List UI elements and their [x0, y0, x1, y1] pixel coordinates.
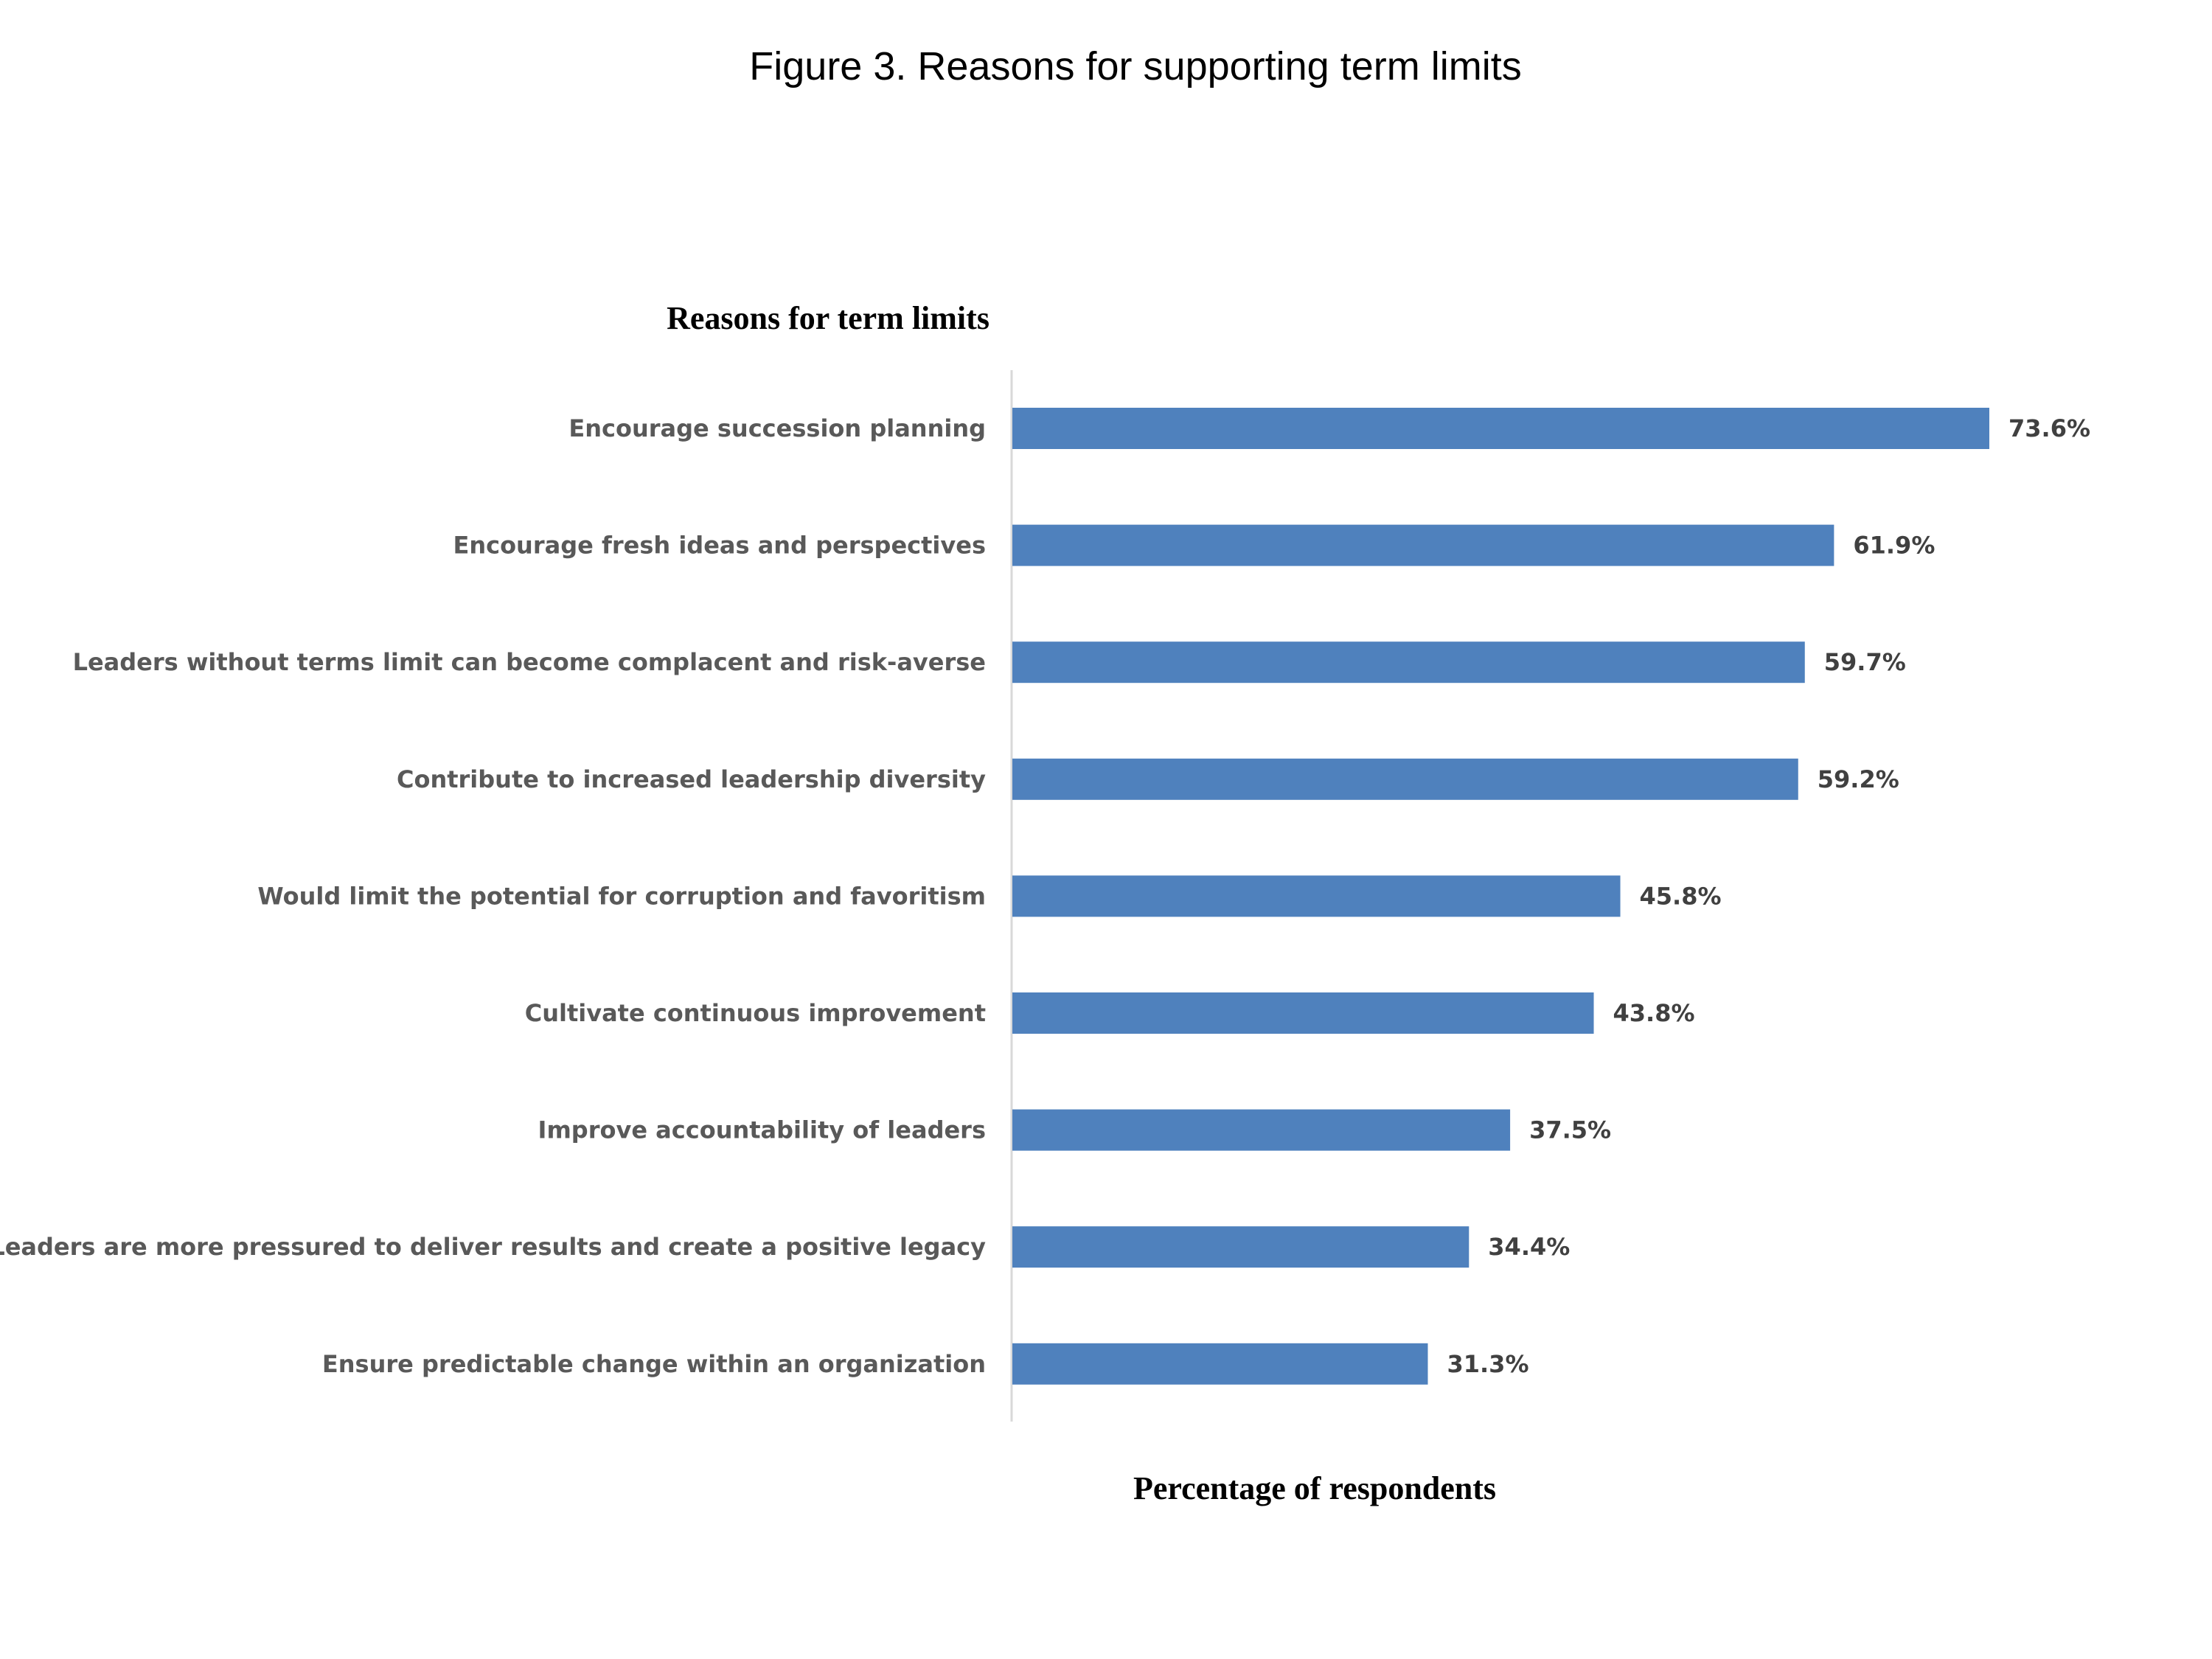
bar [1012, 875, 1621, 917]
x-axis-title: Percentage of respondents [1133, 1470, 1496, 1506]
bar [1012, 524, 1834, 566]
bar [1012, 408, 1989, 449]
category-label: Cultivate continuous improvement [525, 999, 986, 1027]
bars-group: Encourage succession planning 73.6% Encour… [0, 408, 2090, 1385]
category-label: Contribute to increased leadership diver… [397, 765, 986, 793]
data-label: 73.6% [2008, 414, 2090, 442]
data-label: 34.4% [1488, 1233, 1570, 1261]
data-label: 45.8% [1640, 882, 1722, 910]
bar [1012, 1109, 1511, 1151]
data-label: 59.7% [1824, 648, 1906, 676]
category-label: Leaders are more pressured to deliver re… [0, 1233, 986, 1261]
category-label: Ensure predictable change within an orga… [322, 1350, 986, 1378]
bar [1012, 1226, 1470, 1268]
bar [1012, 758, 1798, 800]
bar [1012, 992, 1594, 1034]
category-label: Encourage succession planning [568, 414, 986, 442]
category-label: Encourage fresh ideas and perspectives [453, 532, 986, 560]
bar [1012, 641, 1805, 684]
data-label: 61.9% [1853, 532, 1935, 560]
data-label: 31.3% [1447, 1350, 1528, 1378]
bar [1012, 1343, 1428, 1385]
category-label: Would limit the potential for corruption… [257, 882, 986, 910]
y-axis-title: Reasons for term limits [667, 300, 990, 336]
data-label: 37.5% [1529, 1116, 1611, 1144]
category-label: Improve accountability of leaders [538, 1116, 986, 1144]
category-label: Leaders without terms limit can become c… [73, 648, 986, 676]
data-label: 59.2% [1818, 765, 1899, 793]
data-label: 43.8% [1613, 999, 1695, 1027]
figure-title: Figure 3. Reasons for supporting term li… [749, 44, 1521, 88]
